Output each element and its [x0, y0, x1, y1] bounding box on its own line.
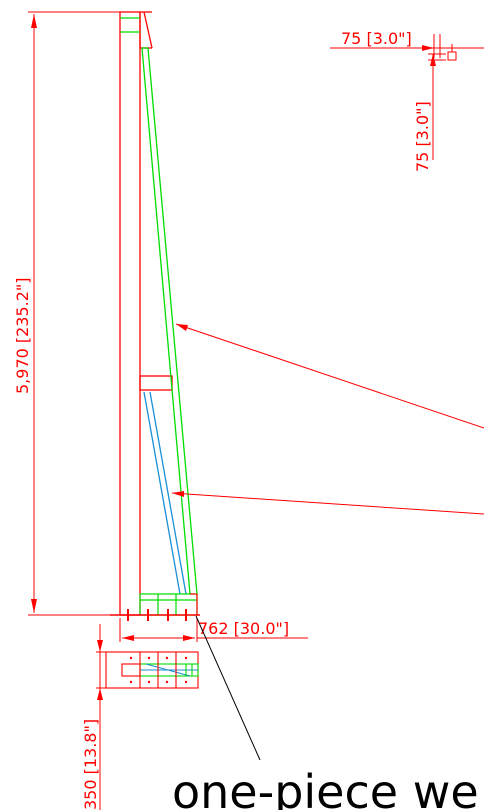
base-plan-bolt-dots [129, 656, 188, 684]
depth-dimension-label: 350 [13.8"] [81, 719, 100, 810]
detail-horizontal-label: 75 [3.0"] [341, 29, 412, 48]
strut-left [143, 391, 181, 595]
width-dimension-label: 762 [30.0"] [198, 619, 289, 638]
diagonal-braces [141, 47, 198, 595]
height-dimension-label: 5,970 [235.2"] [13, 277, 32, 394]
detail-section-box [447, 51, 457, 61]
detail-vertical-label: 75 [3.0"] [413, 101, 432, 172]
strut-right [149, 391, 187, 595]
brace-inner [141, 47, 191, 595]
height-arrow-bottom [31, 599, 37, 613]
height-dimension [28, 11, 122, 616]
callout-leader-upper [175, 323, 484, 429]
lower-struts [143, 391, 187, 595]
post-top-bracket-slope [143, 11, 153, 49]
post-top-green [120, 17, 140, 33]
depth-dimension [96, 624, 106, 810]
note-text: one-piece we [172, 765, 479, 810]
post-outline [119, 11, 141, 616]
base-plan-detail [105, 651, 199, 689]
callout-leader-lower [171, 492, 484, 515]
anchor-bolts [127, 609, 187, 621]
vertical-post [119, 11, 173, 616]
note-leader [195, 615, 261, 761]
brace-outer [147, 47, 198, 595]
mid-bracket [139, 375, 173, 391]
connection-detail [330, 34, 484, 160]
callout-leaders [171, 323, 484, 515]
height-arrow-top [31, 14, 37, 28]
width-dimension [119, 618, 308, 642]
